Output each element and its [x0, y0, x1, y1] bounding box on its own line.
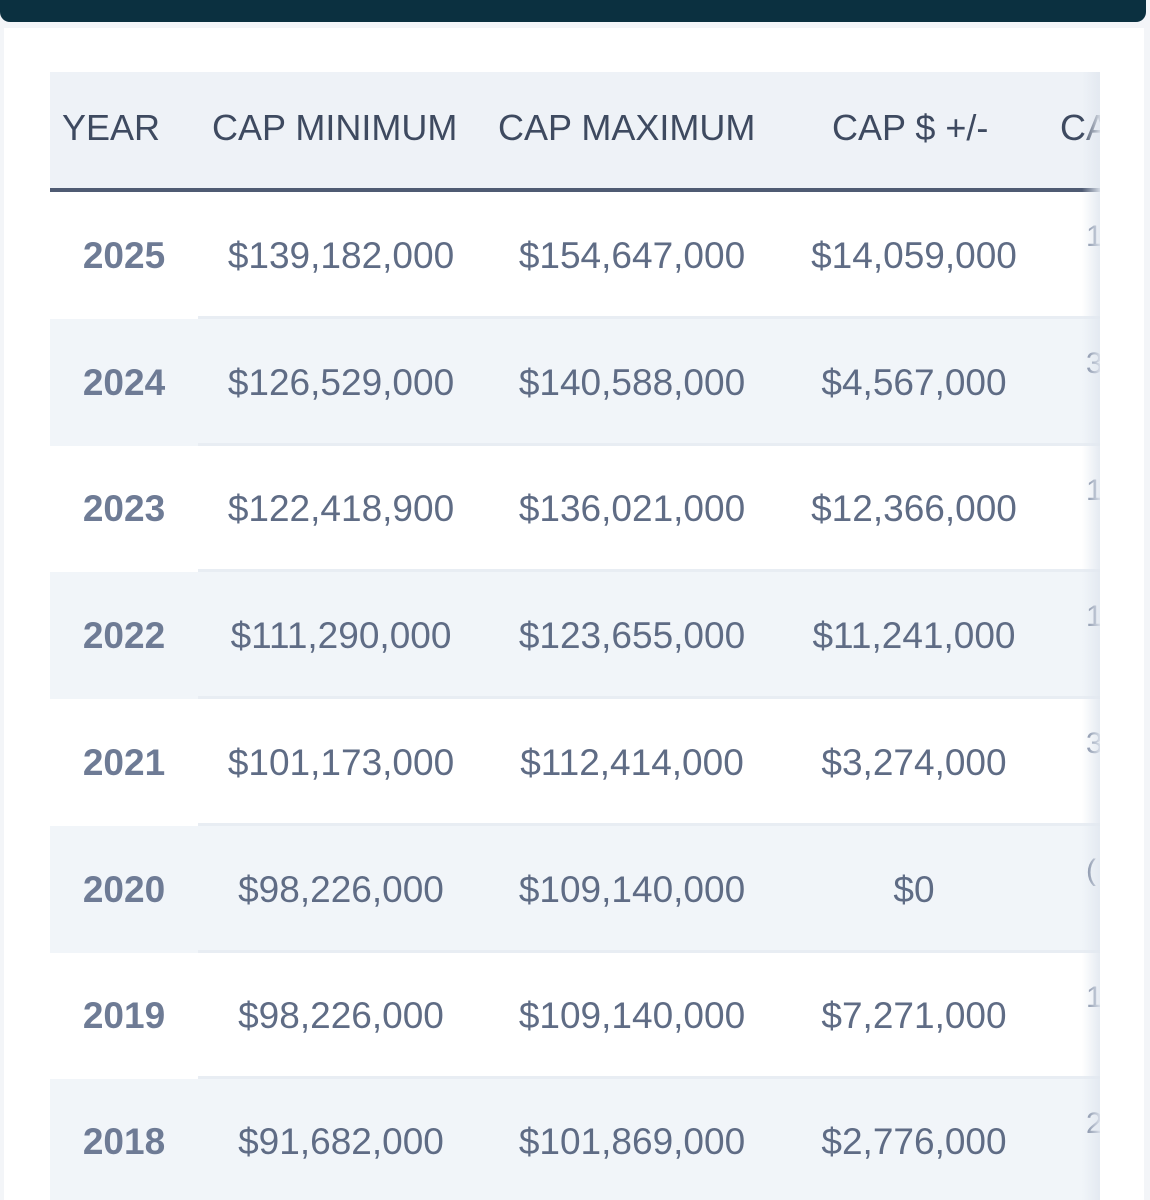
row-divider — [198, 316, 1100, 319]
header-cap-maximum[interactable]: CAP MAXIMUM — [498, 107, 756, 148]
cell-cap-maximum: $109,140,000 — [518, 868, 746, 910]
table-row[interactable]: 2025 $139,182,000 $154,647,000 $14,059,000 1 — [50, 192, 1100, 319]
row-divider — [198, 950, 1100, 953]
cell-year: 2020 — [82, 868, 166, 910]
cell-cap-minimum: $139,182,000 — [227, 234, 455, 276]
cell-cap-plus-minus: $4,567,000 — [821, 361, 1007, 403]
cell-year: 2023 — [82, 488, 166, 529]
cell-cap-plus-minus: $7,271,000 — [821, 995, 1007, 1036]
cell-cap-maximum: $140,588,000 — [518, 361, 746, 403]
cell-cap-maximum: $136,021,000 — [518, 488, 746, 529]
cell-year: 2019 — [82, 995, 166, 1036]
cell-cap-plus-minus: $12,366,000 — [811, 488, 1017, 529]
table-row[interactable]: 2024 $126,529,000 $140,588,000 $4,567,000 3 — [50, 319, 1100, 446]
header-cap-truncated[interactable]: CA — [1060, 107, 1100, 148]
cell-cap-plus-minus: $0 — [893, 868, 935, 910]
cell-year: 2022 — [82, 614, 166, 656]
row-divider — [198, 569, 1100, 572]
cell-cap-maximum: $101,869,000 — [518, 1120, 746, 1162]
salary-cap-table[interactable]: YEAR CAP MINIMUM CAP MAXIMUM CAP $ +/- C… — [50, 72, 1100, 1200]
header-year[interactable]: YEAR — [62, 107, 161, 148]
cell-cap-plus-minus: $14,059,000 — [811, 234, 1017, 276]
cell-cap-minimum: $122,418,900 — [227, 488, 455, 529]
cell-cap-maximum: $109,140,000 — [518, 995, 746, 1036]
cell-year: 2024 — [82, 361, 166, 403]
cell-cap-minimum: $126,529,000 — [227, 361, 455, 403]
cell-year: 2021 — [82, 741, 166, 783]
table-row[interactable]: 2023 $122,418,900 $136,021,000 $12,366,000 1 — [50, 446, 1100, 572]
cell-cap-minimum: $91,682,000 — [238, 1120, 444, 1162]
table-row[interactable]: 2021 $101,173,000 $112,414,000 $3,274,000 3 — [50, 699, 1100, 826]
row-divider — [198, 443, 1100, 446]
table-row[interactable]: 2018 $91,682,000 $101,869,000 $2,776,000 2 — [50, 1079, 1100, 1200]
table-row[interactable]: 2019 $98,226,000 $109,140,000 $7,271,000 1 — [50, 953, 1100, 1079]
cell-cap-minimum: $98,226,000 — [238, 868, 444, 910]
cell-year: 2018 — [82, 1120, 166, 1162]
cell-cap-maximum: $154,647,000 — [518, 234, 746, 276]
row-divider — [198, 1076, 1100, 1079]
table-row[interactable]: 2022 $111,290,000 $123,655,000 $11,241,000 1 — [50, 572, 1100, 699]
cell-cap-plus-minus: $2,776,000 — [821, 1120, 1007, 1162]
cell-cap-minimum: $98,226,000 — [238, 995, 444, 1036]
cell-cap-plus-minus: $11,241,000 — [812, 614, 1016, 656]
table-row[interactable]: 2020 $98,226,000 $109,140,000 $0( — [50, 826, 1100, 953]
table-header-row: YEAR CAP MINIMUM CAP MAXIMUM CAP $ +/- C… — [50, 72, 1100, 192]
row-divider — [198, 823, 1100, 826]
cell-cap-plus-minus: $3,274,000 — [821, 741, 1007, 783]
header-cap-plus-minus[interactable]: CAP $ +/- — [832, 107, 989, 148]
cell-year: 2025 — [82, 234, 166, 276]
cell-cap-minimum: $111,290,000 — [230, 614, 452, 656]
cell-cap-maximum: $112,414,000 — [520, 741, 744, 783]
header-cap-minimum[interactable]: CAP MINIMUM — [212, 107, 458, 148]
row-divider — [198, 696, 1100, 699]
cell-cap-maximum: $123,655,000 — [518, 614, 746, 656]
cell-cap-minimum: $101,173,000 — [227, 741, 455, 783]
cell-cap-truncated: 2 — [1086, 1107, 1100, 1140]
top-app-bar — [0, 0, 1146, 22]
